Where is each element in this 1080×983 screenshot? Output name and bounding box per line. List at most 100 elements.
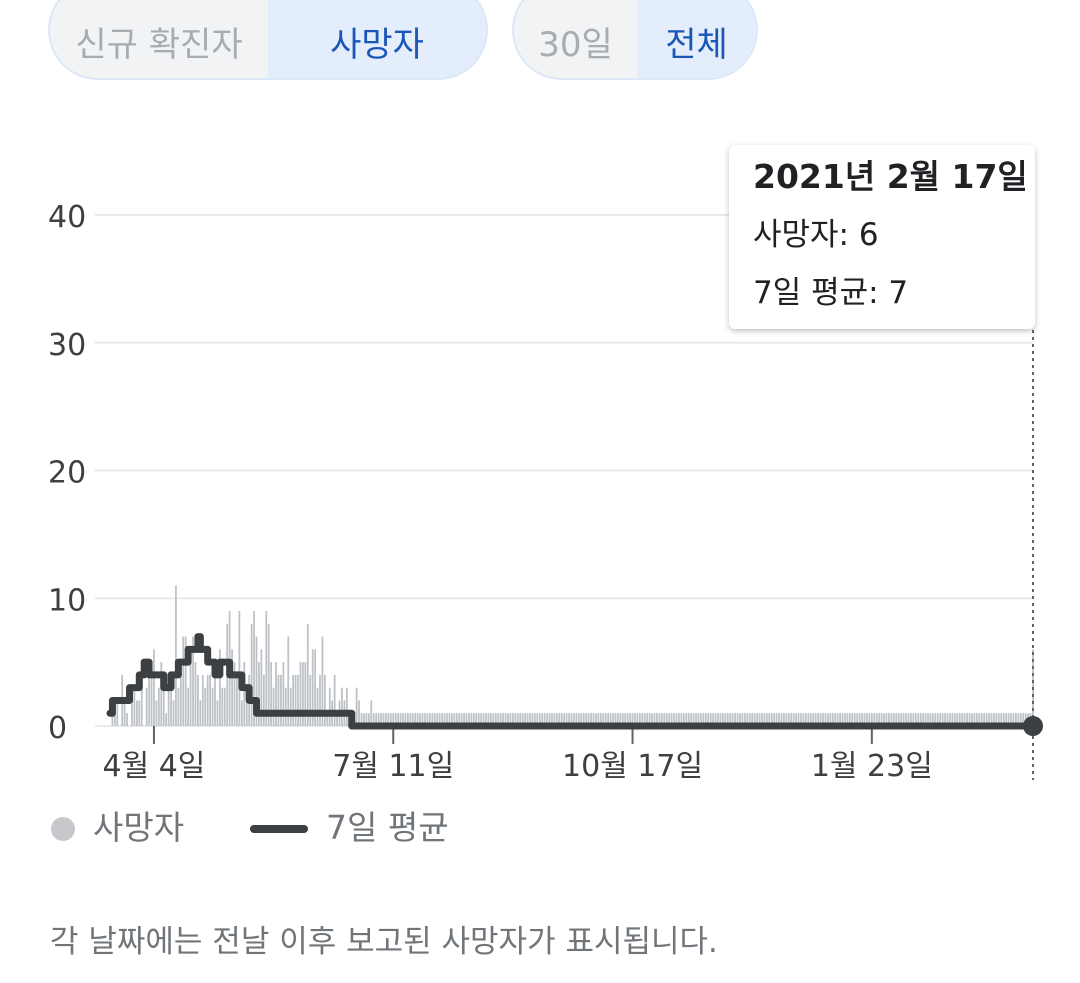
bar (656, 713, 658, 726)
bar (646, 713, 649, 726)
bar (365, 713, 368, 726)
bar (409, 713, 412, 726)
bar (858, 713, 861, 726)
bar (958, 713, 961, 726)
range-toggle: 30일 전체 (512, 0, 758, 80)
bar (402, 713, 404, 726)
bar (460, 713, 463, 726)
bar (870, 713, 873, 726)
tab-30-days[interactable]: 30일 (514, 0, 637, 78)
bar (299, 662, 302, 726)
bar (533, 713, 536, 726)
bar (543, 713, 546, 726)
bar (116, 700, 119, 726)
bar (634, 713, 636, 726)
bar (890, 713, 893, 726)
bar (433, 713, 436, 726)
bar (731, 713, 734, 726)
bar (819, 713, 822, 726)
bar (861, 713, 863, 726)
bar (516, 713, 519, 726)
legend-line-swatch (250, 825, 308, 833)
bar (785, 713, 788, 726)
bar (927, 713, 929, 726)
bar (497, 713, 500, 726)
bar (902, 713, 905, 726)
bar (963, 713, 966, 726)
bar (387, 713, 390, 726)
bar (336, 713, 338, 726)
bar (509, 713, 512, 726)
bar (455, 713, 458, 726)
bar (961, 713, 964, 726)
bar (438, 713, 441, 726)
bar (907, 713, 910, 726)
bar (304, 662, 307, 726)
bar (739, 713, 741, 726)
y-tick-label: 10 (48, 583, 86, 618)
bar (1022, 713, 1025, 726)
tab-all-time[interactable]: 전체 (637, 0, 756, 78)
chart-legend: 사망자 7일 평균 (0, 806, 1080, 850)
bar (856, 713, 859, 726)
bar (541, 713, 544, 726)
bar (763, 713, 766, 726)
bar (985, 713, 988, 726)
bar (135, 700, 138, 726)
bar (897, 713, 900, 726)
bar (148, 662, 150, 726)
bar (888, 713, 890, 726)
bar (416, 713, 419, 726)
bar (507, 713, 509, 726)
bar (531, 713, 534, 726)
bar (341, 687, 343, 726)
bar (805, 713, 807, 726)
x-tick-label: 7월 11일 (332, 749, 454, 784)
hover-dot (1023, 716, 1043, 736)
bar (502, 713, 505, 726)
tab-deaths[interactable]: 사망자 (268, 0, 486, 78)
bar (595, 713, 597, 726)
bar (165, 713, 168, 726)
bar (170, 674, 172, 726)
bar (382, 713, 385, 726)
x-tick-label: 10월 17일 (562, 749, 703, 784)
bar (949, 713, 951, 726)
tooltip-deaths: 사망자: 6 (753, 217, 879, 253)
bar (932, 713, 934, 726)
bar (702, 713, 705, 726)
bar (807, 713, 810, 726)
bar (399, 713, 402, 726)
bar (267, 623, 270, 726)
bar (194, 662, 197, 726)
bar (258, 662, 260, 726)
bar (1019, 713, 1022, 726)
bar (428, 713, 431, 726)
bar (680, 713, 683, 726)
bar (836, 713, 839, 726)
bar (240, 700, 243, 726)
bar (345, 687, 348, 726)
bar (844, 713, 846, 726)
bar (512, 713, 514, 726)
bar (914, 713, 917, 726)
bar (687, 713, 690, 726)
bar (585, 713, 588, 726)
metric-toggle: 신규 확진자 사망자 (48, 0, 488, 80)
bar (675, 713, 678, 726)
bar (712, 713, 715, 726)
bar (504, 713, 507, 726)
tab-new-cases[interactable]: 신규 확진자 (50, 0, 268, 78)
bar (922, 713, 924, 726)
bar (624, 713, 627, 726)
bars-series (111, 585, 1034, 726)
bar (663, 713, 666, 726)
bar (311, 649, 314, 726)
bar (590, 713, 592, 726)
bar (817, 713, 820, 726)
deaths-chart[interactable]: 0 10 20 30 40 4월 4일 7월 11일 10월 17일 1월 23일 (0, 0, 1080, 800)
bar (424, 713, 426, 726)
bar (790, 713, 793, 726)
bar (214, 662, 216, 726)
bar (609, 713, 612, 726)
